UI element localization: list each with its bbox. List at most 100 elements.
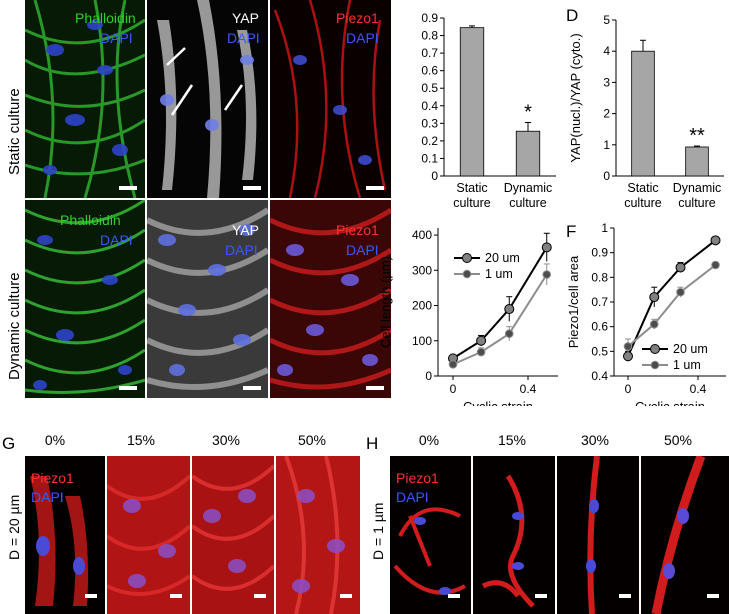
scale-bar (535, 594, 547, 598)
row-label-g: D = 20 µm (6, 494, 22, 560)
scale-bar (243, 386, 261, 390)
label-dapi: DAPI (31, 489, 64, 505)
y-tick-label: 0.1 (421, 151, 438, 165)
row-label-dynamic: Dynamic culture (6, 272, 23, 380)
data-point (541, 242, 552, 253)
bar (459, 27, 485, 177)
micrograph-h-15 (473, 456, 555, 614)
bar (631, 50, 655, 177)
label-yap: YAP (232, 10, 259, 26)
series-line (627, 239, 717, 357)
chart-e: 0 100 200 300 400 0 0.4 20 um 1 um Cyclic strain C… (378, 228, 558, 406)
strain-header-h-0: 0% (418, 432, 440, 448)
micrograph-a-phalloidin: Phalloidin DAPI (25, 0, 145, 198)
data-point (542, 270, 552, 279)
label-phalloidin: Phalloidin (60, 212, 121, 228)
y-tick-label: 200 (412, 299, 432, 313)
piezo-texture (390, 456, 471, 614)
strain-header-g-0: 0% (44, 432, 66, 448)
legend-marker (650, 360, 660, 370)
panel-letter-b: B (4, 203, 16, 222)
panel-letter-h: H (366, 434, 379, 453)
y-tick-label: 0 (425, 369, 432, 383)
y-tick-label: 5 (603, 13, 610, 27)
piezo-texture (557, 456, 639, 614)
legend-label: 1 um (673, 358, 701, 372)
micrograph-a-yap: YAP DAPI (147, 0, 268, 198)
piezo-texture (192, 456, 274, 614)
micrograph-h-30 (557, 456, 639, 614)
micrograph-a-piezo1: Piezo1 DAPI (270, 0, 391, 198)
strain-header-h-30: 30% (580, 432, 610, 448)
scale-bar (119, 186, 137, 190)
panel-letter-g: G (2, 434, 16, 453)
y-tick-label: 0.9 (591, 246, 608, 260)
y-tick-label: 0.7 (591, 295, 608, 309)
label-dapi: DAPI (346, 242, 379, 258)
scale-bar (254, 594, 266, 598)
y-tick-label: 1 (601, 221, 608, 235)
legend-marker (462, 253, 472, 263)
label-dapi: DAPI (227, 30, 260, 46)
legend-label: 1 um (485, 267, 513, 281)
y-tick-label: 0.7 (421, 46, 438, 60)
data-point (649, 292, 660, 303)
micrograph-b-piezo1: Piezo1 DAPI (270, 200, 391, 398)
series-line (452, 273, 548, 366)
micrograph-b-phalloidin: Phalloidin DAPI (25, 200, 145, 398)
x-tick-label: 0.4 (690, 382, 707, 396)
legend-label: 20 um (485, 251, 520, 265)
category-label: Static (627, 181, 658, 195)
label-yap: YAP (232, 222, 259, 238)
category-label: culture (509, 196, 547, 210)
piezo-texture (270, 0, 391, 198)
micrograph-h-0: Piezo1 DAPI (390, 456, 471, 614)
scale-bar (119, 386, 137, 390)
data-point (676, 287, 685, 297)
y-tick-label: 1 (603, 138, 610, 152)
data-point (623, 342, 633, 351)
bar (685, 146, 709, 177)
category-label: culture (624, 196, 662, 210)
category-label: Dynamic (504, 181, 553, 195)
y-tick-label: 300 (412, 263, 432, 277)
data-point (448, 360, 458, 369)
series-line (627, 264, 717, 348)
y-axis-label: Piezo1/cell area (566, 255, 581, 348)
scale-bar (366, 186, 384, 190)
legend-marker (462, 269, 472, 279)
x-axis-label: Cyclic strain (463, 399, 533, 406)
data-point (476, 335, 487, 346)
scale-bar (366, 386, 384, 390)
row-label-static: Static culture (6, 88, 23, 175)
x-tick-label: 0 (450, 382, 457, 396)
y-tick-label: 0.3 (421, 116, 438, 130)
legend-label: 20 um (673, 342, 708, 356)
micrograph-b-yap: YAP DAPI (147, 200, 268, 398)
piezo-texture (641, 456, 729, 614)
scale-bar (619, 594, 631, 598)
y-tick-label: 400 (412, 228, 432, 242)
scale-bar (85, 594, 97, 598)
category-label: Dynamic (673, 181, 722, 195)
label-phalloidin: Phalloidin (75, 10, 136, 26)
piezo-texture (270, 200, 391, 398)
series-line (452, 246, 548, 360)
label-dapi: DAPI (396, 489, 429, 505)
y-tick-label: 0.2 (421, 134, 438, 148)
micrograph-h-50 (641, 456, 729, 614)
data-point (675, 262, 686, 273)
chart-c: 00.10.20.30.40.50.60.70.80.9Staticcultur… (378, 11, 556, 210)
row-label-h: D = 1 µm (370, 502, 386, 560)
significance-mark: * (524, 101, 532, 123)
y-tick-label: 0.6 (421, 64, 438, 78)
scale-bar (340, 594, 352, 598)
scale-bar (707, 594, 719, 598)
y-tick-label: 0.8 (421, 29, 438, 43)
micrograph-g-15 (107, 456, 190, 614)
piezo-texture (107, 456, 190, 614)
micrograph-g-30 (192, 456, 274, 614)
bar (515, 130, 541, 177)
y-tick-label: 0 (603, 169, 610, 183)
y-tick-label: 2 (603, 107, 610, 121)
